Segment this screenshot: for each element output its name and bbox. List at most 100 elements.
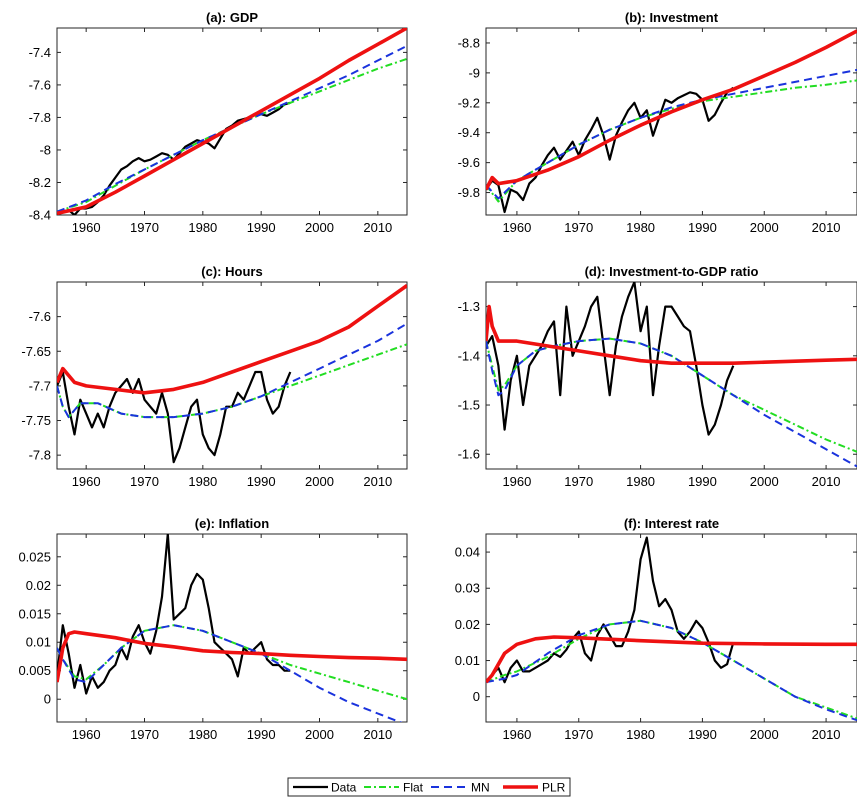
x-tick-label: 1970 xyxy=(130,220,159,235)
series-group xyxy=(57,284,407,464)
series-line-plr xyxy=(486,304,857,366)
y-tick-label: -8 xyxy=(39,142,51,157)
legend-label-plr: PLR xyxy=(542,781,566,795)
panel-f: 1960 1970 1980 1990 2000 2010 0 0.01 0.02 0.03 0.0… xyxy=(455,516,857,742)
legend-label-flat: Flat xyxy=(403,781,424,795)
panel-title: (a): GDP xyxy=(206,10,258,25)
x-tick-label: 1970 xyxy=(564,727,593,742)
legend-box xyxy=(287,777,571,797)
axes-box xyxy=(485,281,857,470)
x-tick-label: 1970 xyxy=(564,220,593,235)
series-line-data xyxy=(486,282,735,436)
y-tick-label: 0.02 xyxy=(26,578,51,593)
y-tick-label: -7.8 xyxy=(29,110,51,125)
panel-title: (e): Inflation xyxy=(195,516,269,531)
y-tick-label: 0.01 xyxy=(455,653,480,668)
series-line-plr xyxy=(486,29,857,191)
y-tick-label: -7.7 xyxy=(29,378,51,393)
series-line-plr xyxy=(57,284,407,395)
y-tick-label: -8.4 xyxy=(29,208,51,223)
panel-title: (d): Investment-to-GDP ratio xyxy=(585,264,759,279)
series-line-data xyxy=(486,86,734,214)
y-tick-label: -1.6 xyxy=(458,447,480,462)
y-tick-label: 0 xyxy=(473,689,480,704)
y-tick-label: 0.025 xyxy=(18,549,51,564)
y-tick-label: -7.65 xyxy=(21,344,51,359)
x-tick-label: 2000 xyxy=(305,220,334,235)
axes-box xyxy=(56,533,408,723)
x-tick-label: 1970 xyxy=(564,474,593,489)
x-tick-label: 1980 xyxy=(626,474,655,489)
series-line-mn xyxy=(57,322,407,419)
y-tick-label: -8.8 xyxy=(458,35,480,50)
series-line-flat xyxy=(486,337,857,453)
y-tick-label: -7.6 xyxy=(29,309,51,324)
y-tick-label: -1.5 xyxy=(458,398,480,413)
x-tick-label: 2010 xyxy=(363,727,392,742)
x-tick-label: 2000 xyxy=(750,220,779,235)
panel-b: 1960 1970 1980 1990 2000 2010 -9.8 -9.6 -9.4 -9.2… xyxy=(458,10,857,235)
x-tick-label: 1970 xyxy=(130,474,159,489)
panel-c: 1960 1970 1980 1990 2000 2010 -7.8 -7.75 -7.7 -7.… xyxy=(21,264,408,489)
x-tick-label: 1990 xyxy=(688,220,717,235)
x-tick-label: 1990 xyxy=(247,727,276,742)
y-tick-label: -7.6 xyxy=(29,77,51,92)
y-tick-label: -9 xyxy=(468,65,480,80)
y-tick-label: -7.4 xyxy=(29,45,51,60)
series-group xyxy=(486,282,857,468)
series-line-flat xyxy=(57,57,407,213)
x-tick-label: 2010 xyxy=(812,474,841,489)
series-line-flat xyxy=(57,343,407,419)
panel-title: (b): Investment xyxy=(625,10,719,25)
series-group xyxy=(486,536,857,722)
y-tick-label: -7.8 xyxy=(29,448,51,463)
y-tick-label: -8.2 xyxy=(29,175,51,190)
y-tick-label: -9.6 xyxy=(458,155,480,170)
series-line-mn xyxy=(486,68,857,200)
x-tick-label: 2010 xyxy=(812,220,841,235)
y-tick-label: 0 xyxy=(44,692,51,707)
x-tick-label: 2010 xyxy=(363,474,392,489)
x-tick-label: 1990 xyxy=(688,474,717,489)
x-tick-label: 2000 xyxy=(305,474,334,489)
legend-label-data: Data xyxy=(331,781,357,795)
series-line-mn xyxy=(57,624,403,722)
series-group xyxy=(57,534,407,722)
x-tick-label: 1960 xyxy=(502,474,531,489)
x-tick-label: 1960 xyxy=(72,474,101,489)
x-tick-label: 1980 xyxy=(188,727,217,742)
x-tick-label: 1980 xyxy=(188,220,217,235)
axes-box xyxy=(56,281,408,470)
panel-e: 1960 1970 1980 1990 2000 2010 0 0.005 0.01 0.015 0… xyxy=(18,516,408,742)
panel-a: 1960 1970 1980 1990 2000 2010 -8.4 -8.2 -8 -7.8 -7… xyxy=(29,10,408,235)
series-line-plr xyxy=(57,28,407,215)
x-tick-label: 1960 xyxy=(502,727,531,742)
series-line-mn xyxy=(486,619,857,722)
series-line-plr xyxy=(57,630,407,683)
panel-title: (f): Interest rate xyxy=(624,516,719,531)
y-tick-label: -9.4 xyxy=(458,125,480,140)
y-tick-label: 0.03 xyxy=(455,581,480,596)
x-tick-label: 1960 xyxy=(72,727,101,742)
y-tick-label: -9.2 xyxy=(458,95,480,110)
x-tick-label: 1990 xyxy=(247,220,276,235)
x-tick-label: 2010 xyxy=(363,220,392,235)
x-tick-label: 2000 xyxy=(750,474,779,489)
y-tick-label: 0.04 xyxy=(455,545,480,560)
y-tick-label: 0.02 xyxy=(455,617,480,632)
legend: Data Flat MN PLR xyxy=(287,777,571,797)
y-tick-label: 0.01 xyxy=(26,635,51,650)
y-tick-label: -9.8 xyxy=(458,185,480,200)
x-tick-label: 1980 xyxy=(188,474,217,489)
x-tick-label: 1970 xyxy=(130,727,159,742)
y-tick-label: -7.75 xyxy=(21,413,51,428)
series-group xyxy=(486,29,857,214)
x-tick-label: 1980 xyxy=(626,220,655,235)
x-tick-label: 1990 xyxy=(688,727,717,742)
y-tick-label: -1.4 xyxy=(458,348,480,363)
y-tick-label: 0.015 xyxy=(18,606,51,621)
x-tick-label: 2000 xyxy=(305,727,334,742)
x-tick-label: 1990 xyxy=(247,474,276,489)
x-tick-label: 1980 xyxy=(626,727,655,742)
